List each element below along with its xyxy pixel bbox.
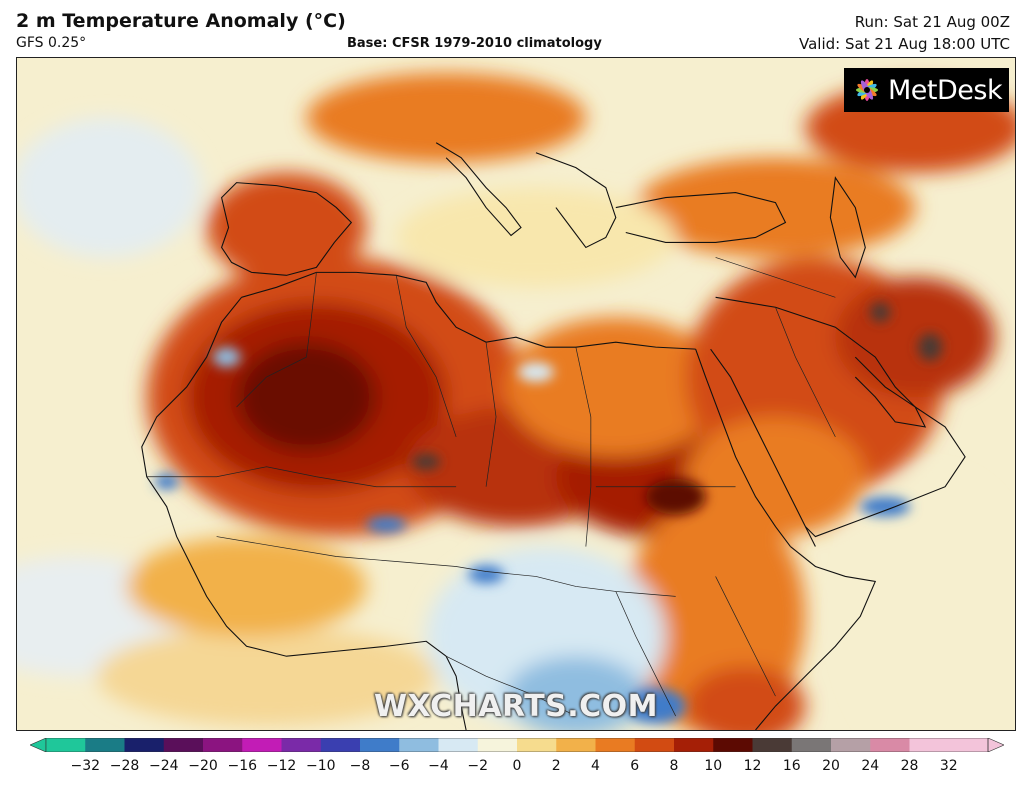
map-title: 2 m Temperature Anomaly (°C) xyxy=(16,10,346,32)
run-time-label: Run: Sat 21 Aug 00Z xyxy=(854,13,1010,31)
colorbar-tick-label: −12 xyxy=(266,758,297,774)
colorbar-segment xyxy=(752,738,793,752)
metdesk-logo-text: MetDesk xyxy=(888,74,1003,106)
colorbar-segment xyxy=(870,738,910,752)
colorbar-tick-label: 6 xyxy=(630,758,640,774)
coastlines xyxy=(141,142,966,730)
colorbar-segment xyxy=(948,738,989,752)
colorbar-segment xyxy=(163,738,204,752)
colorbar-segment xyxy=(634,738,675,752)
wxcharts-watermark: WXCHARTS.COM xyxy=(373,689,659,724)
colorbar-tick-label: −32 xyxy=(70,758,101,774)
colorbar-tick-label: −8 xyxy=(349,758,371,774)
colorbar-tick-label: 24 xyxy=(861,758,880,774)
base-climatology-label: Base: CFSR 1979-2010 climatology xyxy=(347,36,602,51)
color-scale-bar xyxy=(30,738,1004,752)
colorbar-tick-label: 8 xyxy=(669,758,679,774)
colorbar-frame xyxy=(45,738,989,752)
colorbar-tick-label: 0 xyxy=(512,758,522,774)
colorbar-tick-label: −6 xyxy=(388,758,410,774)
colorbar-segment xyxy=(399,738,439,752)
colorbar-tick-label: −10 xyxy=(305,758,336,774)
colorbar-segment xyxy=(320,738,361,752)
colorbar-tick-label: 28 xyxy=(900,758,919,774)
valid-time-label: Valid: Sat 21 Aug 18:00 UTC xyxy=(799,35,1010,53)
anomaly-blobs xyxy=(17,72,1015,730)
colorbar-segment xyxy=(556,738,596,752)
colorbar-segment xyxy=(281,738,322,752)
colorbar-segment xyxy=(85,738,125,752)
colorbar-segment xyxy=(909,738,950,752)
country-borders xyxy=(146,257,836,717)
metdesk-logo: MetDesk xyxy=(844,68,1009,112)
colorbar-segment xyxy=(360,738,400,752)
colorbar-tick-label: −28 xyxy=(109,758,140,774)
colorbar-tick-label: −20 xyxy=(188,758,218,774)
colorbar-segment xyxy=(791,738,832,752)
colorbar-tick-label: 10 xyxy=(704,758,723,774)
color-scale-ticks: −32 −28 −24 −20 −16 −12 −10 −8 −6 −4 −2 0 2 4 6 8 10 12 16… xyxy=(30,758,1004,778)
colorbar-segment xyxy=(438,738,479,752)
colorbar-tick-label: −2 xyxy=(467,758,489,774)
colorbar-segment xyxy=(124,738,165,752)
anomaly-details xyxy=(154,302,943,725)
temperature-anomaly-map: MetDesk WXCHARTS.COM xyxy=(16,57,1016,731)
colorbar-tick-label: −24 xyxy=(148,758,179,774)
colorbar-tick-label: −16 xyxy=(227,758,258,774)
colorbar-segment xyxy=(242,738,282,752)
colorbar-tick-label: 20 xyxy=(822,758,840,774)
colorbar-segment xyxy=(713,738,753,752)
colorbar-segment xyxy=(831,738,871,752)
colorbar-tick-label: 32 xyxy=(939,758,958,774)
colorbar-tick-label: −4 xyxy=(428,758,449,774)
colorbar-segment xyxy=(477,738,518,752)
colorbar-tick-label: 12 xyxy=(743,758,762,774)
colorbar-segment xyxy=(517,738,557,752)
colorbar-min-arrow xyxy=(30,738,47,752)
colorbar-max-arrow xyxy=(987,738,1004,752)
colorbar-segment xyxy=(203,738,243,752)
model-label: GFS 0.25° xyxy=(16,35,87,51)
colorbar-segment xyxy=(595,738,636,752)
metdesk-flower-icon xyxy=(856,79,878,101)
colorbar-tick-label: 4 xyxy=(591,758,600,774)
colorbar-tick-label: 16 xyxy=(782,758,801,774)
anomaly-field xyxy=(17,58,1015,730)
colorbar-segment xyxy=(674,738,714,752)
colorbar-segment xyxy=(46,738,86,752)
colorbar-tick-label: 2 xyxy=(551,758,561,774)
